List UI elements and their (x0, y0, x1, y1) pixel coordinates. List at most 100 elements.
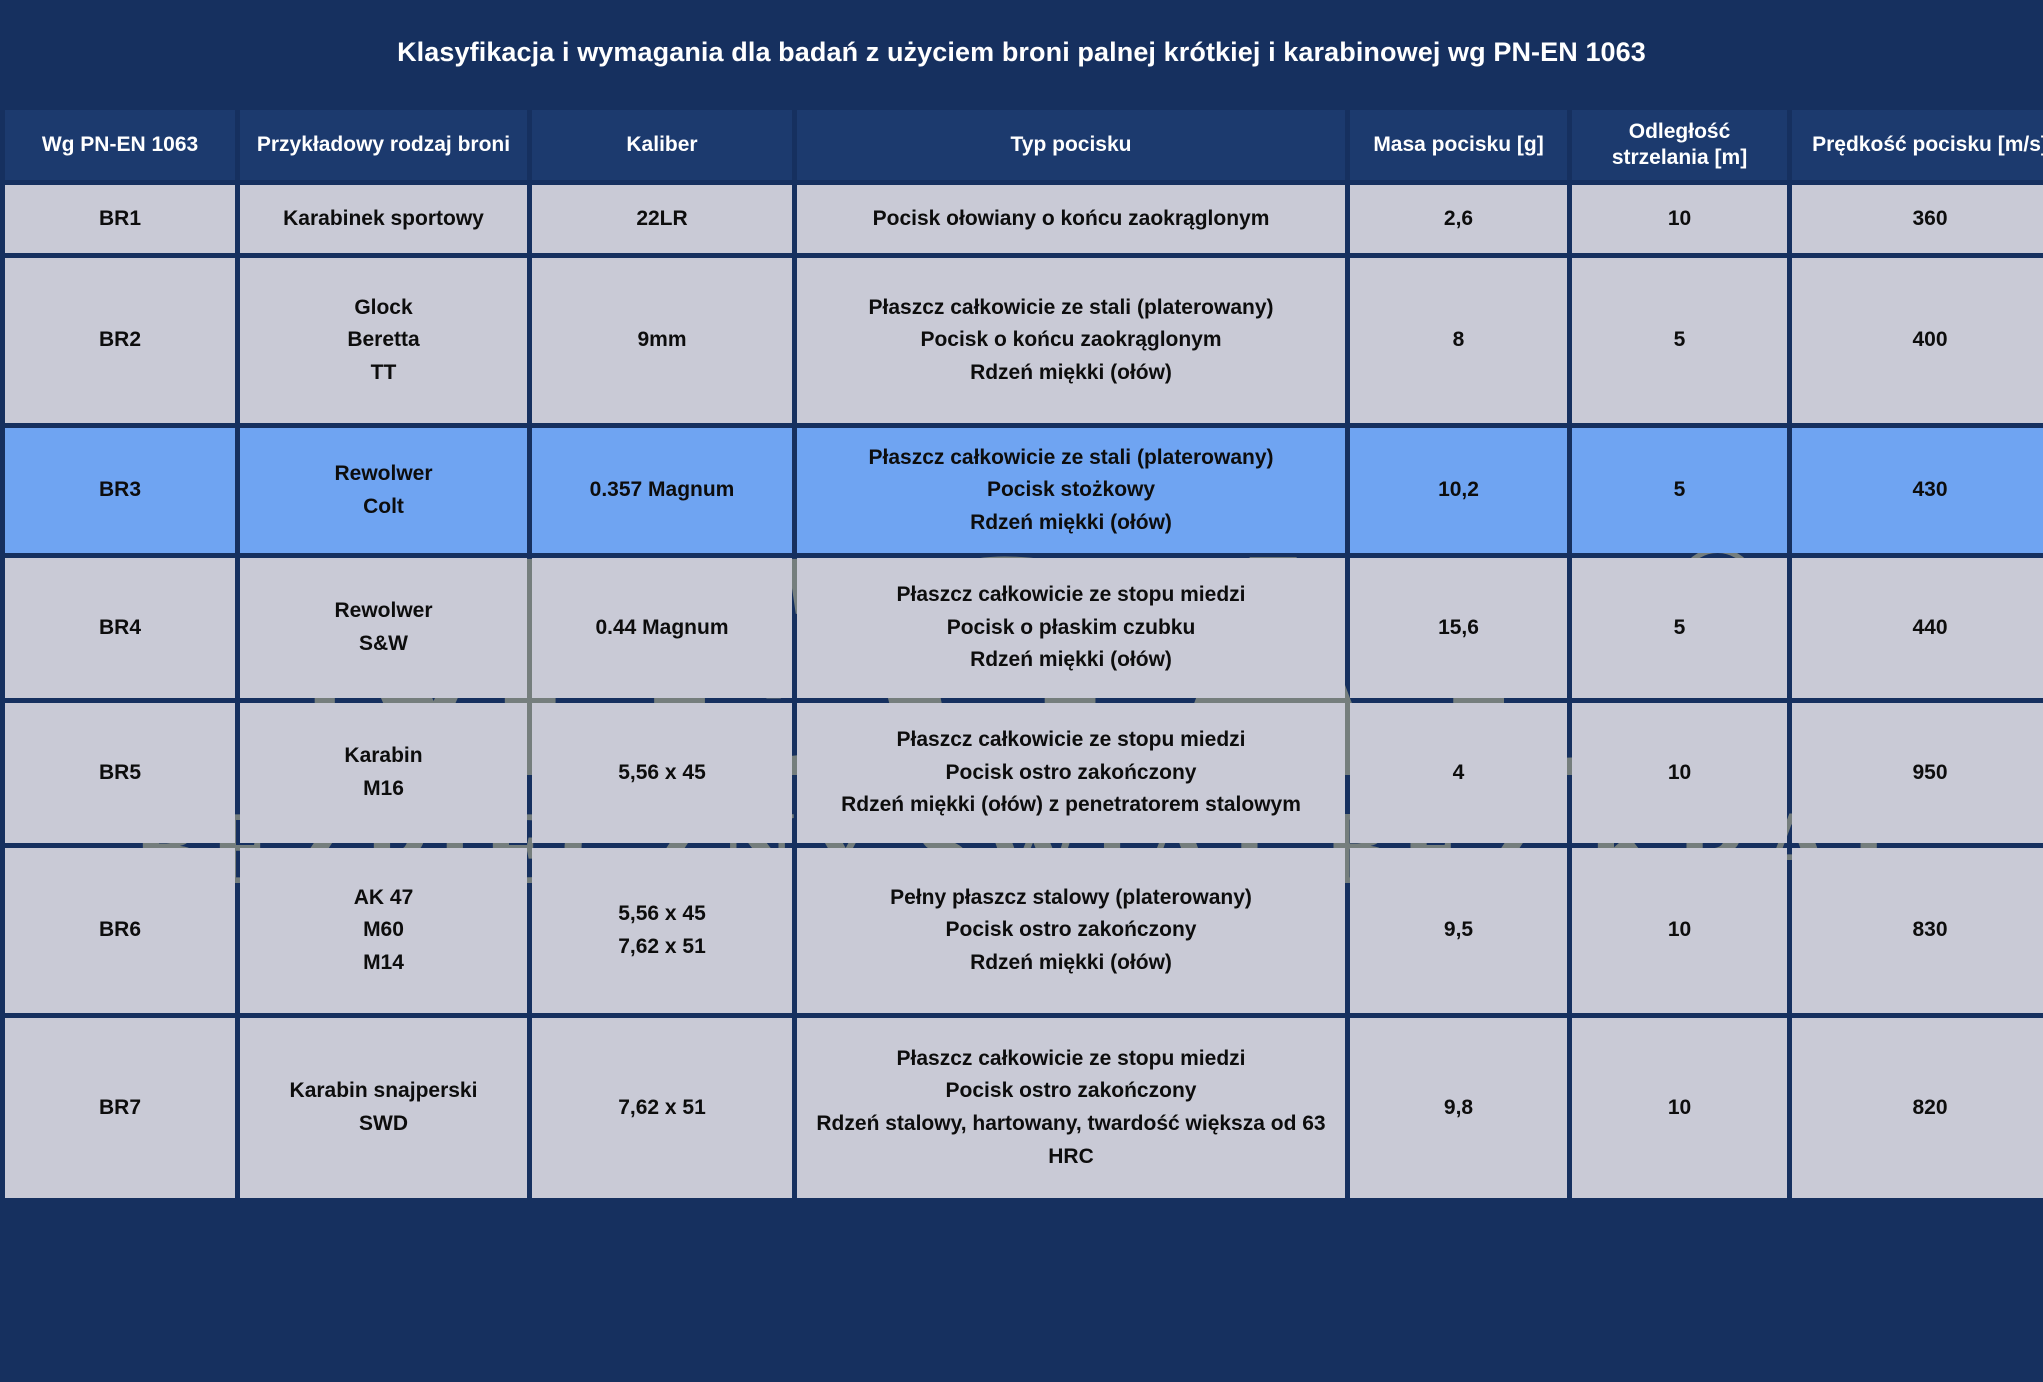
cell-line: Pocisk ostro zakończony (945, 1079, 1197, 1103)
cell-line: Płaszcz całkowicie ze stopu miedzi (896, 1046, 1246, 1070)
cell-line: M14 (363, 950, 404, 974)
table-head: Wg PN-EN 1063 Przykładowy rodzaj broni K… (5, 110, 2043, 180)
cell-distance: 10 (1572, 703, 1787, 843)
cell-caliber: 5,56 x 45 (532, 703, 792, 843)
cell-weapon: Rewolwer Colt (240, 428, 527, 553)
column-header-distance: Odległość strzelania [m] (1572, 110, 1787, 180)
cell-line: S&W (359, 632, 408, 655)
cell-line: Karabinek sportowy (283, 206, 484, 230)
cell-mass: 15,6 (1350, 558, 1567, 698)
classification-table: Wg PN-EN 1063 Przykładowy rodzaj broni K… (0, 105, 2043, 1203)
cell-velocity: 820 (1792, 1018, 2043, 1198)
cell-weapon: Glock Beretta TT (240, 258, 527, 423)
page-title: Klasyfikacja i wymagania dla badań z uży… (397, 37, 1646, 67)
cell-velocity: 360 (1792, 185, 2043, 253)
cell-velocity: 430 (1792, 428, 2043, 553)
cell-bullet-type: Płaszcz całkowicie ze stopu miedzi Pocisk… (797, 1018, 1345, 1198)
table-body: BR1 Karabinek sportowy 22LR Pocisk ołowi… (5, 185, 2043, 1198)
cell-distance: 10 (1572, 1018, 1787, 1198)
table-row[interactable]: BR2 Glock Beretta TT 9mm Płaszcz całkowici… (5, 258, 2043, 423)
table-row[interactable]: BR6 AK 47 M60 M14 5,56 x 45 7,62 x 51 Pełny… (5, 848, 2043, 1013)
cell-line: Płaszcz całkowicie ze stali (platerowany… (868, 295, 1274, 319)
cell-weapon: Karabinek sportowy (240, 185, 527, 253)
table-header-row: Wg PN-EN 1063 Przykładowy rodzaj broni K… (5, 110, 2043, 180)
table-row[interactable]: BR7 Karabin snajperski SWD 7,62 x 51 Płas… (5, 1018, 2043, 1198)
cell-caliber: 7,62 x 51 (532, 1018, 792, 1198)
cell-line: AK 47 (353, 885, 414, 909)
cell-mass: 4 (1350, 703, 1567, 843)
cell-line: 22LR (636, 206, 688, 230)
column-header-class: Wg PN-EN 1063 (5, 110, 235, 180)
cell-caliber: 0.357 Magnum (532, 428, 792, 553)
column-header-velocity: Prędkość pocisku [m/s] (1792, 110, 2043, 180)
cell-line: Karabin (344, 744, 423, 768)
cell-line: 0.357 Magnum (589, 478, 735, 502)
cell-velocity: 950 (1792, 703, 2043, 843)
cell-weapon: Karabin snajperski SWD (240, 1018, 527, 1198)
cell-line: M60 (363, 918, 404, 942)
cell-line: Płaszcz całkowicie ze stali (platerowany… (868, 445, 1274, 469)
cell-line: 5,56 x 45 (618, 901, 706, 925)
cell-line: 9mm (637, 328, 687, 352)
cell-line: Karabin snajperski (289, 1079, 478, 1103)
cell-velocity: 830 (1792, 848, 2043, 1013)
table-row[interactable]: BR4 Rewolwer S&W 0.44 Magnum Płaszcz całk… (5, 558, 2043, 698)
cell-line: Płaszcz całkowicie ze stopu miedzi (896, 728, 1246, 752)
cell-bullet-type: Płaszcz całkowicie ze stopu miedzi Pocisk… (797, 558, 1345, 698)
cell-line: 7,62 x 51 (618, 934, 706, 958)
cell-distance: 10 (1572, 848, 1787, 1013)
cell-mass: 9,5 (1350, 848, 1567, 1013)
cell-class: BR3 (5, 428, 235, 553)
table-row[interactable]: BR5 Karabin M16 5,56 x 45 Płaszcz całkowi… (5, 703, 2043, 843)
cell-line: Płaszcz całkowicie ze stopu miedzi (896, 583, 1246, 607)
cell-class: BR6 (5, 848, 235, 1013)
cell-class: BR4 (5, 558, 235, 698)
cell-line: Rewolwer (334, 599, 433, 623)
cell-line: Pocisk o końcu zaokrąglonym (920, 328, 1222, 352)
table-row[interactable]: BR1 Karabinek sportowy 22LR Pocisk ołowi… (5, 185, 2043, 253)
cell-weapon: Rewolwer S&W (240, 558, 527, 698)
cell-line: Glock (354, 295, 413, 319)
cell-caliber: 22LR (532, 185, 792, 253)
cell-line: Rdzeń miękki (ołów) z penetratorem stalo… (841, 793, 1301, 817)
cell-distance: 5 (1572, 428, 1787, 553)
cell-line: Rdzeń miękki (ołów) (970, 510, 1172, 534)
cell-class: BR2 (5, 258, 235, 423)
cell-line: Pocisk stożkowy (986, 478, 1156, 502)
cell-line: SWD (359, 1112, 408, 1135)
cell-class: BR5 (5, 703, 235, 843)
cell-line: TT (370, 360, 397, 384)
cell-velocity: 400 (1792, 258, 2043, 423)
cell-mass: 8 (1350, 258, 1567, 423)
cell-line: Rdzeń miękki (ołów) (970, 648, 1172, 672)
column-header-bullet-type: Typ pocisku (797, 110, 1345, 180)
cell-weapon: AK 47 M60 M14 (240, 848, 527, 1013)
cell-line: Rdzeń stalowy, hartowany, twardość więks… (816, 1112, 1326, 1168)
cell-bullet-type: Płaszcz całkowicie ze stopu miedzi Pocisk… (797, 703, 1345, 843)
cell-caliber: 0.44 Magnum (532, 558, 792, 698)
cell-line: Colt (363, 494, 404, 518)
cell-distance: 10 (1572, 185, 1787, 253)
cell-caliber: 9mm (532, 258, 792, 423)
cell-bullet-type: Pełny płaszcz stalowy (platerowany) Pocis… (797, 848, 1345, 1013)
cell-mass: 10,2 (1350, 428, 1567, 553)
cell-mass: 9,8 (1350, 1018, 1567, 1198)
cell-weapon: Karabin M16 (240, 703, 527, 843)
column-header-weapon: Przykładowy rodzaj broni (240, 110, 527, 180)
cell-line: 5,56 x 45 (618, 760, 706, 784)
cell-bullet-type: Płaszcz całkowicie ze stali (platerowany… (797, 428, 1345, 553)
cell-class: BR1 (5, 185, 235, 253)
cell-mass: 2,6 (1350, 185, 1567, 253)
cell-line: 0.44 Magnum (595, 615, 729, 639)
title-bar: Klasyfikacja i wymagania dla badań z uży… (0, 0, 2043, 105)
column-header-caliber: Kaliber (532, 110, 792, 180)
cell-bullet-type: Płaszcz całkowicie ze stali (platerowany… (797, 258, 1345, 423)
cell-velocity: 440 (1792, 558, 2043, 698)
cell-line: Rewolwer (334, 461, 433, 485)
cell-line: Beretta (347, 328, 420, 352)
cell-line: Pełny płaszcz stalowy (platerowany) (890, 885, 1252, 909)
cell-line: Pocisk ostro zakończony (945, 760, 1197, 784)
cell-line: Rdzeń miękki (ołów) (970, 360, 1172, 384)
table-row-highlighted[interactable]: BR3 Rewolwer Colt 0.357 Magnum Płaszcz ca… (5, 428, 2043, 553)
cell-line: 7,62 x 51 (618, 1095, 706, 1119)
